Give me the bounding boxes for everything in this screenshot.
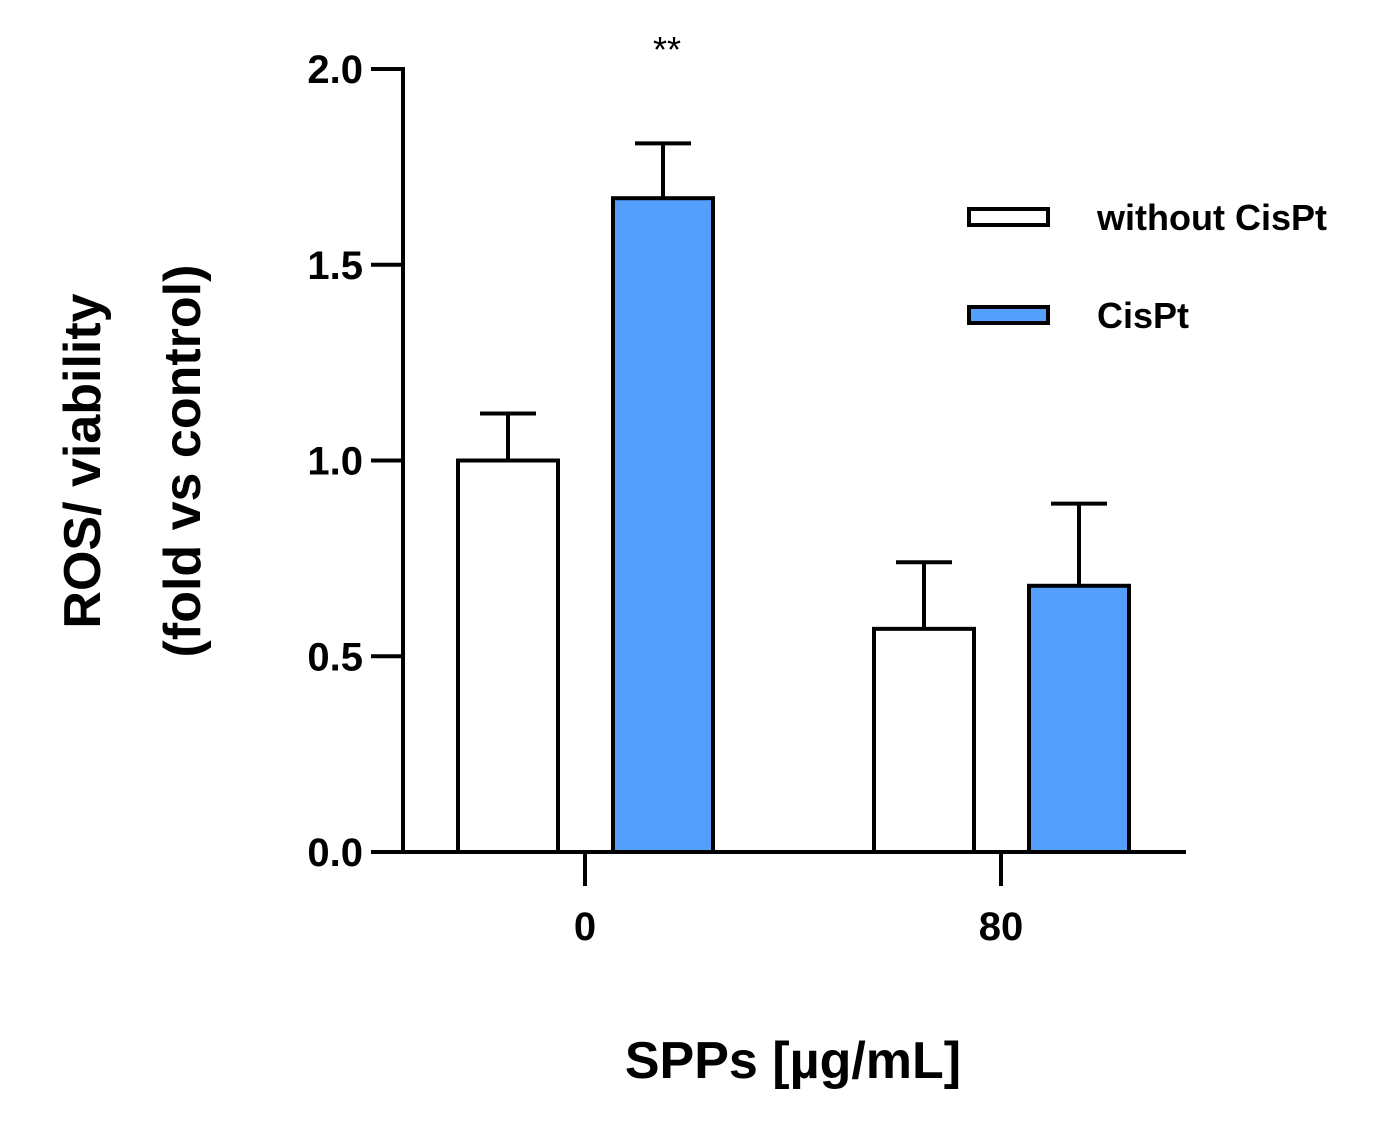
x-axis-title: SPPs [µg/mL] xyxy=(625,1032,961,1090)
chart-marks: ** xyxy=(456,29,1131,855)
bar xyxy=(611,196,715,854)
y-tick-label: 2.0 xyxy=(307,48,363,92)
y-tick-label: 0.0 xyxy=(307,831,363,875)
significance-annotation: ** xyxy=(653,29,681,70)
legend-label: CisPt xyxy=(1097,295,1189,336)
x-axis: 0 80 xyxy=(371,850,1186,949)
legend: without CisPt CisPt xyxy=(967,197,1327,336)
legend-swatch xyxy=(967,305,1050,325)
legend-label: without CisPt xyxy=(1096,197,1327,238)
bar xyxy=(1027,583,1131,855)
bar xyxy=(456,458,560,854)
y-tick-label: 1.0 xyxy=(307,440,363,484)
x-tick-label: 80 xyxy=(979,905,1024,949)
y-tick-label: 1.5 xyxy=(307,244,363,288)
y-axis-title-line-2: (fold vs control) xyxy=(154,265,212,658)
x-tick-label: 0 xyxy=(574,905,596,949)
y-axis: 0.0 0.5 1.0 1.5 2.0 xyxy=(307,48,405,875)
y-axis-title-line-1: ROS/ viability xyxy=(54,293,112,628)
bar xyxy=(872,626,976,854)
y-tick-label: 0.5 xyxy=(307,635,363,679)
y-axis-title: ROS/ viability (fold vs control) xyxy=(54,265,212,658)
legend-swatch xyxy=(967,207,1050,227)
